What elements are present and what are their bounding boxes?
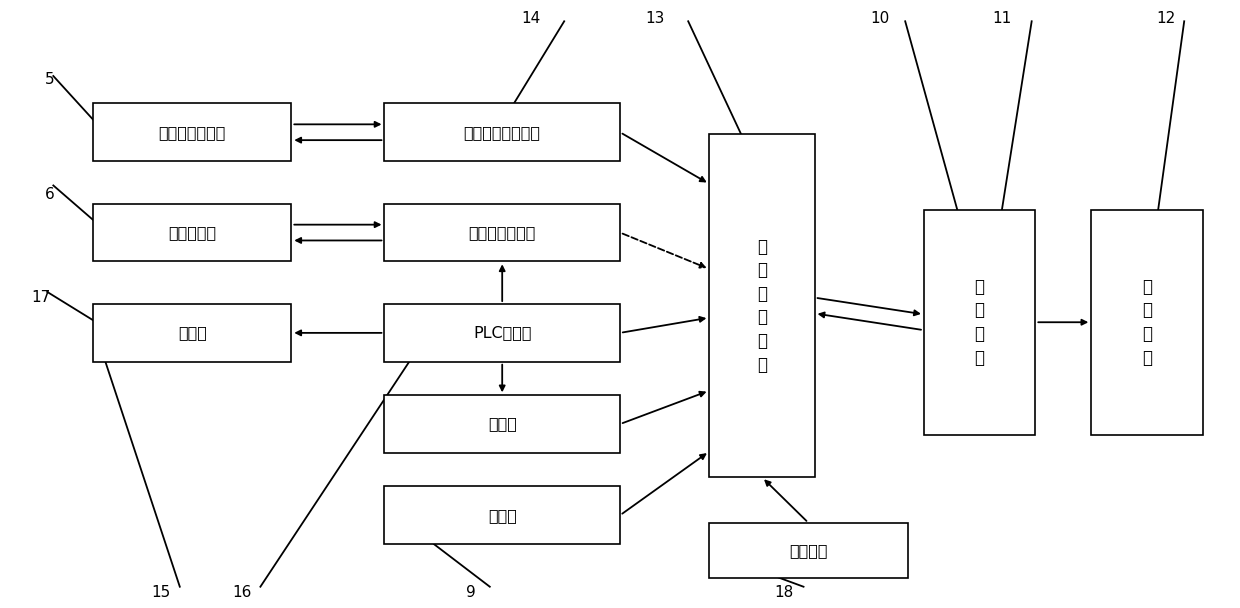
Text: 空气压缩机: 空气压缩机 bbox=[169, 225, 216, 240]
Text: 15: 15 bbox=[151, 586, 171, 600]
Text: 选配设备: 选配设备 bbox=[789, 543, 828, 558]
Text: 物
联
网
适
配
器: 物 联 网 适 配 器 bbox=[756, 238, 768, 373]
FancyBboxPatch shape bbox=[384, 304, 620, 362]
Text: 扬尘在线监测系统: 扬尘在线监测系统 bbox=[464, 125, 541, 140]
Text: 14: 14 bbox=[521, 11, 541, 26]
FancyBboxPatch shape bbox=[384, 204, 620, 261]
Text: 云
端
平
台: 云 端 平 台 bbox=[975, 278, 985, 367]
Text: 10: 10 bbox=[870, 11, 890, 26]
Text: 空压机控制系统: 空压机控制系统 bbox=[469, 225, 536, 240]
FancyBboxPatch shape bbox=[1091, 210, 1203, 435]
FancyBboxPatch shape bbox=[93, 103, 291, 161]
FancyBboxPatch shape bbox=[93, 304, 291, 362]
FancyBboxPatch shape bbox=[709, 523, 908, 578]
Text: 9: 9 bbox=[466, 586, 476, 600]
Text: 6: 6 bbox=[45, 187, 55, 202]
Text: 安全阀: 安全阀 bbox=[177, 325, 207, 340]
Text: 11: 11 bbox=[992, 11, 1012, 26]
FancyBboxPatch shape bbox=[924, 210, 1035, 435]
Text: 12: 12 bbox=[1156, 11, 1176, 26]
Text: 17: 17 bbox=[31, 291, 51, 305]
Text: 料位计: 料位计 bbox=[487, 416, 517, 432]
Text: 扬尘在线监测仪: 扬尘在线监测仪 bbox=[159, 125, 226, 140]
Text: PLC控制器: PLC控制器 bbox=[472, 325, 532, 340]
Text: 5: 5 bbox=[45, 72, 55, 86]
Text: 应
用
平
台: 应 用 平 台 bbox=[1142, 278, 1152, 367]
FancyBboxPatch shape bbox=[384, 103, 620, 161]
Text: 16: 16 bbox=[232, 586, 252, 600]
Text: 流量计: 流量计 bbox=[487, 508, 517, 523]
Text: 18: 18 bbox=[774, 586, 794, 600]
FancyBboxPatch shape bbox=[709, 134, 815, 477]
FancyBboxPatch shape bbox=[384, 395, 620, 453]
FancyBboxPatch shape bbox=[93, 204, 291, 261]
Text: 13: 13 bbox=[645, 11, 665, 26]
FancyBboxPatch shape bbox=[384, 486, 620, 544]
